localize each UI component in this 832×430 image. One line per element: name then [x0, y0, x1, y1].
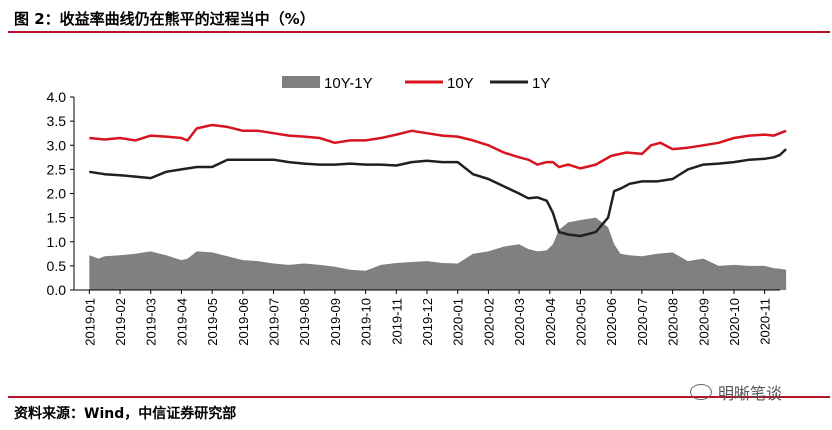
x-tick-label: 2020-08 — [666, 298, 681, 346]
wechat-icon — [690, 384, 712, 400]
series-10y-line — [89, 123, 787, 170]
x-tick-label: 2020-01 — [451, 298, 466, 346]
x-tick-label: 2019-11 — [389, 298, 404, 345]
x-tick-label: 2020-07 — [635, 298, 650, 346]
y-tick-label: 4.0 — [47, 89, 67, 105]
watermark-text: 明晰笔谈 — [718, 384, 783, 403]
top-rule — [8, 31, 830, 33]
x-tick-label: 2019-12 — [420, 298, 435, 346]
x-tick-label: 2019-03 — [144, 298, 159, 346]
x-tick-label: 2019-02 — [113, 298, 128, 346]
y-tick-label: 2.0 — [47, 186, 67, 202]
y-tick-label: 2.5 — [47, 161, 67, 177]
y-tick-label: 3.5 — [47, 113, 67, 129]
watermark: 明晰笔谈 — [690, 380, 782, 404]
legend-swatch-10y-1y — [282, 76, 320, 88]
y-tick-label: 1.5 — [47, 210, 67, 226]
x-tick-label: 2020-02 — [481, 298, 496, 346]
x-tick-label: 2019-07 — [267, 298, 282, 346]
x-tick-label: 2019-10 — [359, 298, 374, 346]
x-tick-label: 2020-10 — [727, 298, 742, 346]
legend-label-10y: 10Y — [447, 75, 474, 92]
x-axis: 2019-01 2019-02 2019-03 2019-04 2019-05 2019-… — [74, 289, 780, 346]
series-10y-1y-area — [89, 217, 787, 290]
y-axis: 0.0 0.5 1.0 1.5 2.0 2.5 3.0 3.5 4.0 — [47, 89, 75, 298]
chart-title: 图 2：收益率曲线仍在熊平的过程当中（%） — [14, 10, 315, 28]
x-tick-label: 2020-09 — [696, 298, 711, 346]
yield-curve-chart: 10Y-1Y 10Y 1Y 0.00.51.01.52.02.53.03.54.0 … — [47, 75, 787, 346]
x-tick-label: 2020-03 — [512, 298, 527, 346]
x-tick-label: 2019-06 — [236, 298, 251, 346]
y-tick-label: 0.5 — [47, 258, 67, 274]
y-tick-label: 0.0 — [47, 282, 67, 298]
x-tick-label: 2019-08 — [297, 298, 312, 346]
series-1y-line — [89, 148, 787, 238]
x-tick-label: 2019-01 — [82, 298, 97, 346]
x-tick-label: 2019-09 — [328, 298, 343, 346]
source-note: 资料来源：Wind，中信证券研究部 — [14, 406, 237, 422]
x-tick-label: 2020-11 — [758, 298, 773, 345]
legend-label-10y-1y: 10Y-1Y — [324, 75, 373, 92]
plot-area — [89, 123, 787, 290]
x-tick-label: 2019-05 — [205, 298, 220, 346]
legend: 10Y-1Y 10Y 1Y — [282, 75, 550, 92]
x-tick-label: 2020-06 — [604, 298, 619, 346]
x-tick-label: 2019-04 — [174, 298, 189, 346]
x-tick-label: 2020-04 — [543, 298, 558, 346]
y-tick-label: 1.0 — [47, 234, 67, 250]
legend-label-1y: 1Y — [532, 75, 550, 92]
y-tick-label: 3.0 — [47, 137, 67, 153]
bottom-rule — [8, 396, 830, 398]
x-tick-label: 2020-05 — [573, 298, 588, 346]
